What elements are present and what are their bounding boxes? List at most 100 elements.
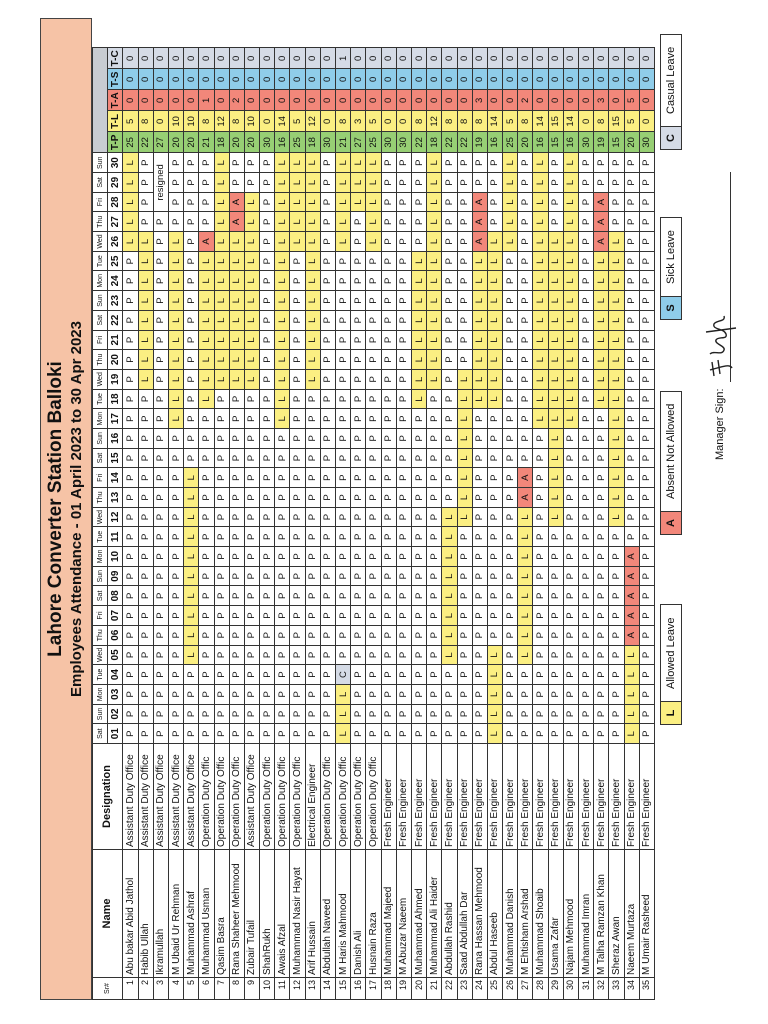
attendance-cell: P [578, 152, 594, 173]
attendance-cell: L [244, 271, 260, 291]
attendance-cell: P [289, 251, 306, 271]
attendance-cell: P [214, 507, 230, 527]
total-t-c: 0 [183, 47, 199, 69]
attendance-cell: P [441, 211, 457, 232]
attendance-cell: P [487, 526, 503, 547]
attendance-cell: P [335, 290, 351, 311]
attendance-cell: P [365, 625, 382, 646]
employee-name: Abdul Haseeb [487, 849, 503, 978]
attendance-cell: L [214, 251, 230, 271]
attendance-cell: P [502, 526, 518, 547]
attendance-cell: P [153, 487, 169, 508]
attendance-cell: P [214, 546, 230, 567]
attendance-cell: P [578, 723, 594, 744]
attendance-cell: L [548, 290, 564, 311]
attendance-cell: L [487, 290, 503, 311]
attendance-cell: P [563, 467, 579, 488]
table-row: 34 Naeem Murtaza Fresh Engineer L L L L L A A A A A P… [624, 47, 640, 1000]
attendance-cell: P [548, 645, 564, 665]
attendance-cell: P [639, 330, 655, 350]
attendance-cell: P [608, 605, 625, 626]
attendance-cell: L [441, 526, 457, 547]
employee-name: Muhammad Ahmed [411, 849, 427, 978]
attendance-cell: P [274, 605, 290, 626]
attendance-cell: P [487, 428, 503, 449]
attendance-cell: P [274, 684, 290, 705]
total-t-p: 25 [365, 131, 382, 153]
attendance-cell: P [487, 172, 503, 193]
serial-number: 32 [593, 977, 609, 1000]
attendance-cell: P [396, 152, 412, 173]
serial-number: 35 [639, 977, 655, 1000]
attendance-cell: P [593, 625, 609, 646]
attendance-cell: L [411, 271, 427, 291]
day-number-header: 24 [107, 271, 123, 291]
attendance-cell: P [320, 684, 336, 705]
attendance-cell: P [122, 408, 139, 429]
total-t-l: 8 [138, 110, 154, 132]
attendance-cell: L [122, 192, 139, 212]
attendance-cell: P [320, 605, 336, 626]
attendance-cell: L [487, 369, 503, 390]
attendance-cell: L [229, 290, 245, 311]
attendance-cell: L [198, 271, 214, 291]
employee-designation: Assistant Duty Office [168, 743, 184, 850]
attendance-cell: P [426, 645, 442, 665]
attendance-cell: P [472, 408, 488, 429]
attendance-cell: P [396, 448, 412, 468]
attendance-cell: P [396, 251, 412, 271]
attendance-cell: P [548, 192, 564, 212]
attendance-cell: P [639, 251, 655, 271]
attendance-cell: P [335, 546, 351, 567]
attendance-cell: L [274, 349, 290, 370]
attendance-cell: P [320, 290, 336, 311]
attendance-cell: P [593, 605, 609, 626]
total-t-a: 1 [198, 89, 214, 111]
attendance-cell: L [426, 271, 442, 291]
attendance-cell: P [381, 507, 397, 527]
attendance-cell: P [487, 408, 503, 429]
attendance-cell: L [563, 251, 579, 271]
attendance-cell: P [593, 467, 609, 488]
serial-number: 4 [168, 977, 184, 1000]
attendance-cell: P [502, 684, 518, 705]
attendance-cell: P [517, 349, 533, 370]
attendance-cell: P [305, 408, 321, 429]
attendance-cell: P [168, 546, 184, 567]
attendance-cell: P [441, 408, 457, 429]
attendance-cell: L [487, 684, 503, 705]
total-t-s: 0 [168, 68, 184, 90]
attendance-cell: P [122, 369, 139, 390]
attendance-cell: L [214, 310, 230, 331]
attendance-cell: P [548, 526, 564, 547]
attendance-cell: P [411, 625, 427, 646]
attendance-cell: P [289, 389, 306, 409]
attendance-cell: P [214, 566, 230, 586]
attendance-cell: L [274, 408, 290, 429]
attendance-cell: P [472, 487, 488, 508]
attendance-cell: P [381, 704, 397, 724]
attendance-cell: P [320, 448, 336, 468]
attendance-cell: P [457, 330, 473, 350]
attendance-cell: P [608, 526, 625, 547]
attendance-cell: P [639, 684, 655, 705]
attendance-cell: P [320, 664, 336, 685]
day-of-week-header: Thu [92, 349, 108, 370]
attendance-cell: P [335, 448, 351, 468]
attendance-cell: P [426, 546, 442, 567]
attendance-cell: L [198, 330, 214, 350]
table-row: 7 Qasim Basra Operation Duty Offic P P P P P P P P… [214, 47, 230, 1000]
day-of-week-header: Fri [92, 192, 108, 212]
attendance-cell: P [183, 428, 199, 449]
attendance-cell: P [624, 349, 640, 370]
attendance-cell: L [563, 231, 579, 252]
attendance-cell: P [289, 704, 306, 724]
attendance-cell: P [153, 723, 169, 744]
attendance-cell: P [122, 251, 139, 271]
attendance-cell: P [138, 467, 154, 488]
day-number-header: 04 [107, 664, 123, 685]
attendance-cell: P [305, 605, 321, 626]
total-t-a: 0 [168, 89, 184, 111]
attendance-cell: P [198, 507, 214, 527]
attendance-cell: P [289, 507, 306, 527]
